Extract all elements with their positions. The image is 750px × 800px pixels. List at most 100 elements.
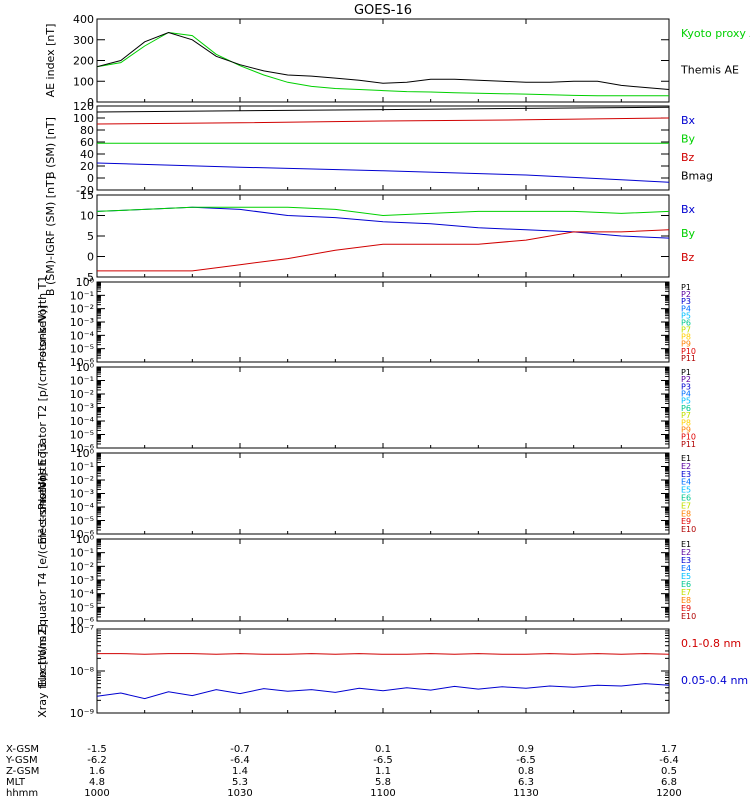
legend-entry: P5 xyxy=(681,311,691,320)
legend-entry: P7 xyxy=(681,411,691,420)
y-tick-label: 120 xyxy=(73,100,94,113)
y-tick-label: 10⁻¹ xyxy=(70,289,94,302)
y-tick-label: 0 xyxy=(87,251,94,264)
x-axis-tick-value: 4.8 xyxy=(89,777,105,788)
x-axis-tick-value: -6.4 xyxy=(230,755,250,766)
legend-entry: E8 xyxy=(681,509,691,518)
x-axis-tick-value: 0.9 xyxy=(518,744,534,755)
y-tick-label: 10⁻⁴ xyxy=(70,415,95,428)
x-axis-tick-value: 1.7 xyxy=(661,744,677,755)
x-axis-tick-value: 1030 xyxy=(227,788,252,799)
y-tick-label: 10⁻¹ xyxy=(70,461,94,474)
x-axis-tick-value: 0.8 xyxy=(518,766,534,777)
y-tick-label: 10⁻⁹ xyxy=(70,707,94,720)
legend-entry: P8 xyxy=(681,333,691,342)
y-tick-label: 10⁻⁶ xyxy=(70,528,95,541)
x-axis-row-label: MLT xyxy=(6,777,26,788)
legend-entry: P5 xyxy=(681,397,691,406)
y-tick-label: 5 xyxy=(87,230,94,243)
legend-entry: P6 xyxy=(681,318,691,327)
x-axis-tick-value: -0.7 xyxy=(230,744,250,755)
legend-entry: Bx xyxy=(681,114,696,127)
legend-entry: By xyxy=(681,227,696,240)
y-tick-label: 10⁻⁵ xyxy=(70,429,94,442)
legend-entry: P3 xyxy=(681,297,691,306)
y-tick-label: -5 xyxy=(83,271,94,284)
y-tick-label: 60 xyxy=(80,136,94,149)
x-axis-row-label: Y-GSM xyxy=(5,755,38,766)
panel-b_minus_igrf: -5 0 5 10 15 B (SM)-IGRF (SM) [nT] Bx By Bz xyxy=(44,176,696,296)
x-axis-tick-value: 1100 xyxy=(370,788,395,799)
y-axis-label: Electrons North T3 xyxy=(36,442,49,544)
legend-entry: E6 xyxy=(681,580,691,589)
legend-entry: E7 xyxy=(681,588,691,597)
x-axis-tick-value: 6.8 xyxy=(661,777,677,788)
y-tick-label: 10⁻⁵ xyxy=(70,515,94,528)
panel-frame xyxy=(96,538,670,622)
y-tick-label: 80 xyxy=(80,124,94,137)
legend-entry: E5 xyxy=(681,572,691,581)
legend-entry: E4 xyxy=(681,478,691,487)
y-tick-label: 10⁻⁶ xyxy=(70,615,95,628)
y-tick-label: 10⁻² xyxy=(70,474,94,487)
x-axis-tick-value: -6.5 xyxy=(373,755,393,766)
x-axis-tick-value: -6.4 xyxy=(659,755,679,766)
y-axis-label: AE index [nT] xyxy=(44,24,57,98)
legend-entry: E10 xyxy=(681,612,696,621)
legend-entry: P4 xyxy=(681,304,691,313)
series-line-0-05-0-4-nm xyxy=(96,683,670,700)
y-tick-label: 10⁻⁶ xyxy=(70,356,95,369)
y-tick-label: 10⁻⁵ xyxy=(70,601,94,614)
legend-entry: P9 xyxy=(681,425,691,434)
legend-entry: P7 xyxy=(681,326,691,335)
legend-entry: P4 xyxy=(681,390,691,399)
panel-frame xyxy=(96,628,670,714)
legend-entry: Bz xyxy=(681,151,695,164)
y-tick-label: 20 xyxy=(80,160,94,173)
legend-entry: P2 xyxy=(681,375,691,384)
legend-entry: E7 xyxy=(681,501,691,510)
legend-entry: Bz xyxy=(681,251,695,264)
x-axis-tick-value: 1.1 xyxy=(375,766,391,777)
x-axis-tick-value: -6.5 xyxy=(516,755,536,766)
y-tick-label: 10⁻⁸ xyxy=(70,665,95,678)
legend-entry: E4 xyxy=(681,564,691,573)
series-line-bz xyxy=(97,229,670,272)
legend-entry: E8 xyxy=(681,596,691,605)
y-axis-label: Xray flux [W/m2] xyxy=(36,624,49,718)
x-axis-row-label: hhmm xyxy=(6,788,38,799)
legend-entry: E2 xyxy=(681,462,691,471)
legend-entry: E9 xyxy=(681,604,691,613)
legend-entry: P6 xyxy=(681,404,691,413)
legend-entry: E3 xyxy=(681,556,691,565)
y-tick-label: 10⁻² xyxy=(70,560,94,573)
y-axis-label: B (SM) [nT] xyxy=(44,117,57,179)
x-axis-row-label: X-GSM xyxy=(6,744,39,755)
panel-frame xyxy=(96,281,670,363)
y-tick-label: 400 xyxy=(73,13,94,26)
y-tick-label: 10 xyxy=(80,210,94,223)
x-axis-tick-value: -1.5 xyxy=(87,744,107,755)
legend-entry: Bmag xyxy=(681,170,713,183)
panel-protons_north_t1: 10⁻⁶10⁻⁵10⁻⁴10⁻³10⁻²10⁻¹10⁰ Protons North… xyxy=(36,276,696,369)
y-tick-label: 40 xyxy=(80,148,94,161)
series-line-0-1-0-8-nm xyxy=(97,653,670,655)
panel-frame xyxy=(96,452,670,535)
y-tick-label: 100 xyxy=(73,112,94,125)
y-tick-label: 100 xyxy=(73,75,94,88)
series-line-themis-ae xyxy=(96,31,670,90)
legend-entry: Kyoto proxy AE xyxy=(681,27,750,40)
legend-entry: P1 xyxy=(681,368,691,377)
x-axis-tick-value: 5.8 xyxy=(375,777,391,788)
y-tick-label: 10⁰ xyxy=(76,533,95,546)
x-axis-tick-value: 6.3 xyxy=(518,777,534,788)
y-tick-label: 0 xyxy=(87,172,94,185)
y-tick-label: 15 xyxy=(80,189,94,202)
y-tick-label: 10⁻³ xyxy=(70,402,94,415)
